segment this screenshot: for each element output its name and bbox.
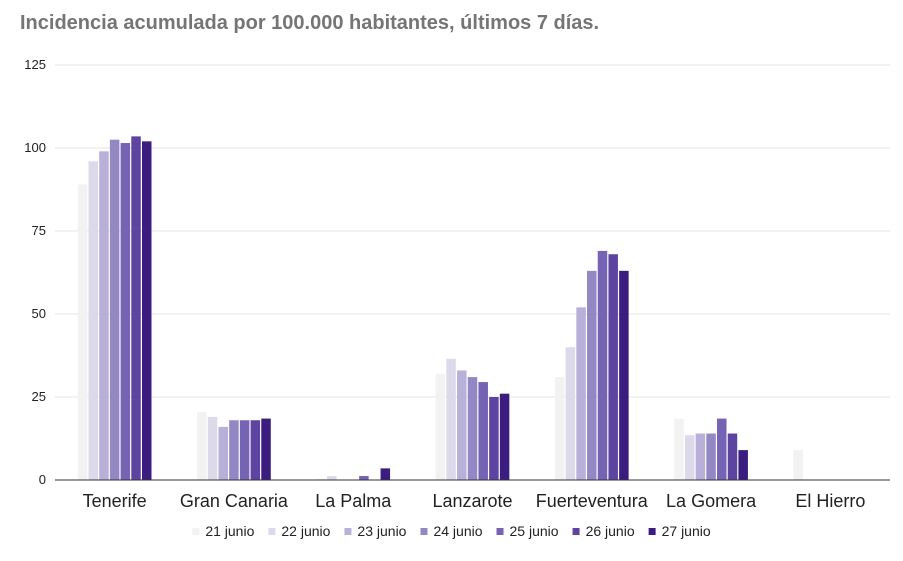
y-tick-label: 50	[32, 306, 46, 321]
y-tick-label: 125	[24, 57, 46, 72]
x-category-label: Fuerteventura	[536, 491, 649, 511]
bar	[261, 418, 271, 480]
bar	[250, 420, 261, 480]
legend-swatch	[192, 528, 200, 535]
y-tick-label: 25	[32, 389, 46, 404]
bar	[88, 161, 98, 480]
x-axis-categories: Tenerife Gran Canaria La Palma Lanzarote Fue…	[83, 491, 866, 511]
legend-swatch	[648, 528, 656, 535]
bar	[131, 136, 141, 480]
bar	[141, 141, 152, 481]
bar	[109, 139, 120, 480]
bar	[446, 358, 456, 480]
bar	[793, 450, 804, 480]
bar	[727, 433, 738, 480]
legend-swatch	[344, 528, 352, 535]
bar	[499, 393, 510, 480]
bar	[597, 250, 608, 480]
bars	[77, 136, 804, 481]
bar	[207, 416, 218, 480]
bar	[478, 382, 488, 480]
bar	[239, 420, 250, 480]
x-category-label: Gran Canaria	[180, 491, 289, 511]
legend-swatch	[572, 528, 580, 535]
y-axis-ticks: 0 25 50 75 100 125	[24, 57, 46, 487]
bar	[359, 476, 369, 480]
bar	[435, 373, 446, 480]
legend-swatch	[496, 528, 504, 535]
bar	[489, 397, 499, 480]
legend-label: 27 junio	[662, 523, 711, 539]
bar	[467, 377, 478, 480]
legend-label: 21 junio	[205, 523, 254, 539]
bar	[608, 254, 618, 480]
bar	[674, 418, 684, 480]
bar	[576, 307, 586, 480]
bar	[218, 426, 228, 480]
bar	[706, 433, 716, 480]
bar	[717, 418, 727, 480]
y-tick-label: 0	[39, 472, 46, 487]
y-tick-label: 100	[24, 140, 46, 155]
x-category-label: Lanzarote	[432, 491, 512, 511]
legend: 21 junio 22 junio 23 junio 24 junio 25 junio…	[192, 523, 711, 539]
legend-swatch	[420, 528, 428, 535]
legend-swatch	[268, 528, 276, 535]
bar	[619, 270, 629, 480]
bar	[587, 270, 597, 480]
bar	[197, 411, 207, 480]
legend-label: 23 junio	[357, 523, 406, 539]
x-category-label: Tenerife	[83, 491, 147, 511]
legend-label: 25 junio	[510, 523, 559, 539]
bar	[99, 151, 109, 480]
gridlines	[55, 64, 890, 398]
x-category-label: El Hierro	[795, 491, 865, 511]
x-category-label: La Palma	[315, 491, 392, 511]
bar	[380, 468, 391, 480]
legend-label: 22 junio	[281, 523, 330, 539]
legend-label: 26 junio	[586, 523, 635, 539]
bar	[229, 420, 239, 480]
legend-label: 24 junio	[433, 523, 482, 539]
bar	[565, 347, 576, 480]
bar	[554, 377, 565, 480]
bar	[327, 476, 337, 480]
bar	[695, 433, 706, 480]
x-category-label: La Gomera	[666, 491, 757, 511]
y-tick-label: 75	[32, 223, 46, 238]
bar	[738, 450, 748, 480]
bar	[120, 143, 131, 480]
bar	[77, 184, 88, 480]
bar	[684, 435, 695, 480]
bar	[457, 370, 467, 480]
chart-title: Incidencia acumulada por 100.000 habitan…	[20, 12, 600, 34]
